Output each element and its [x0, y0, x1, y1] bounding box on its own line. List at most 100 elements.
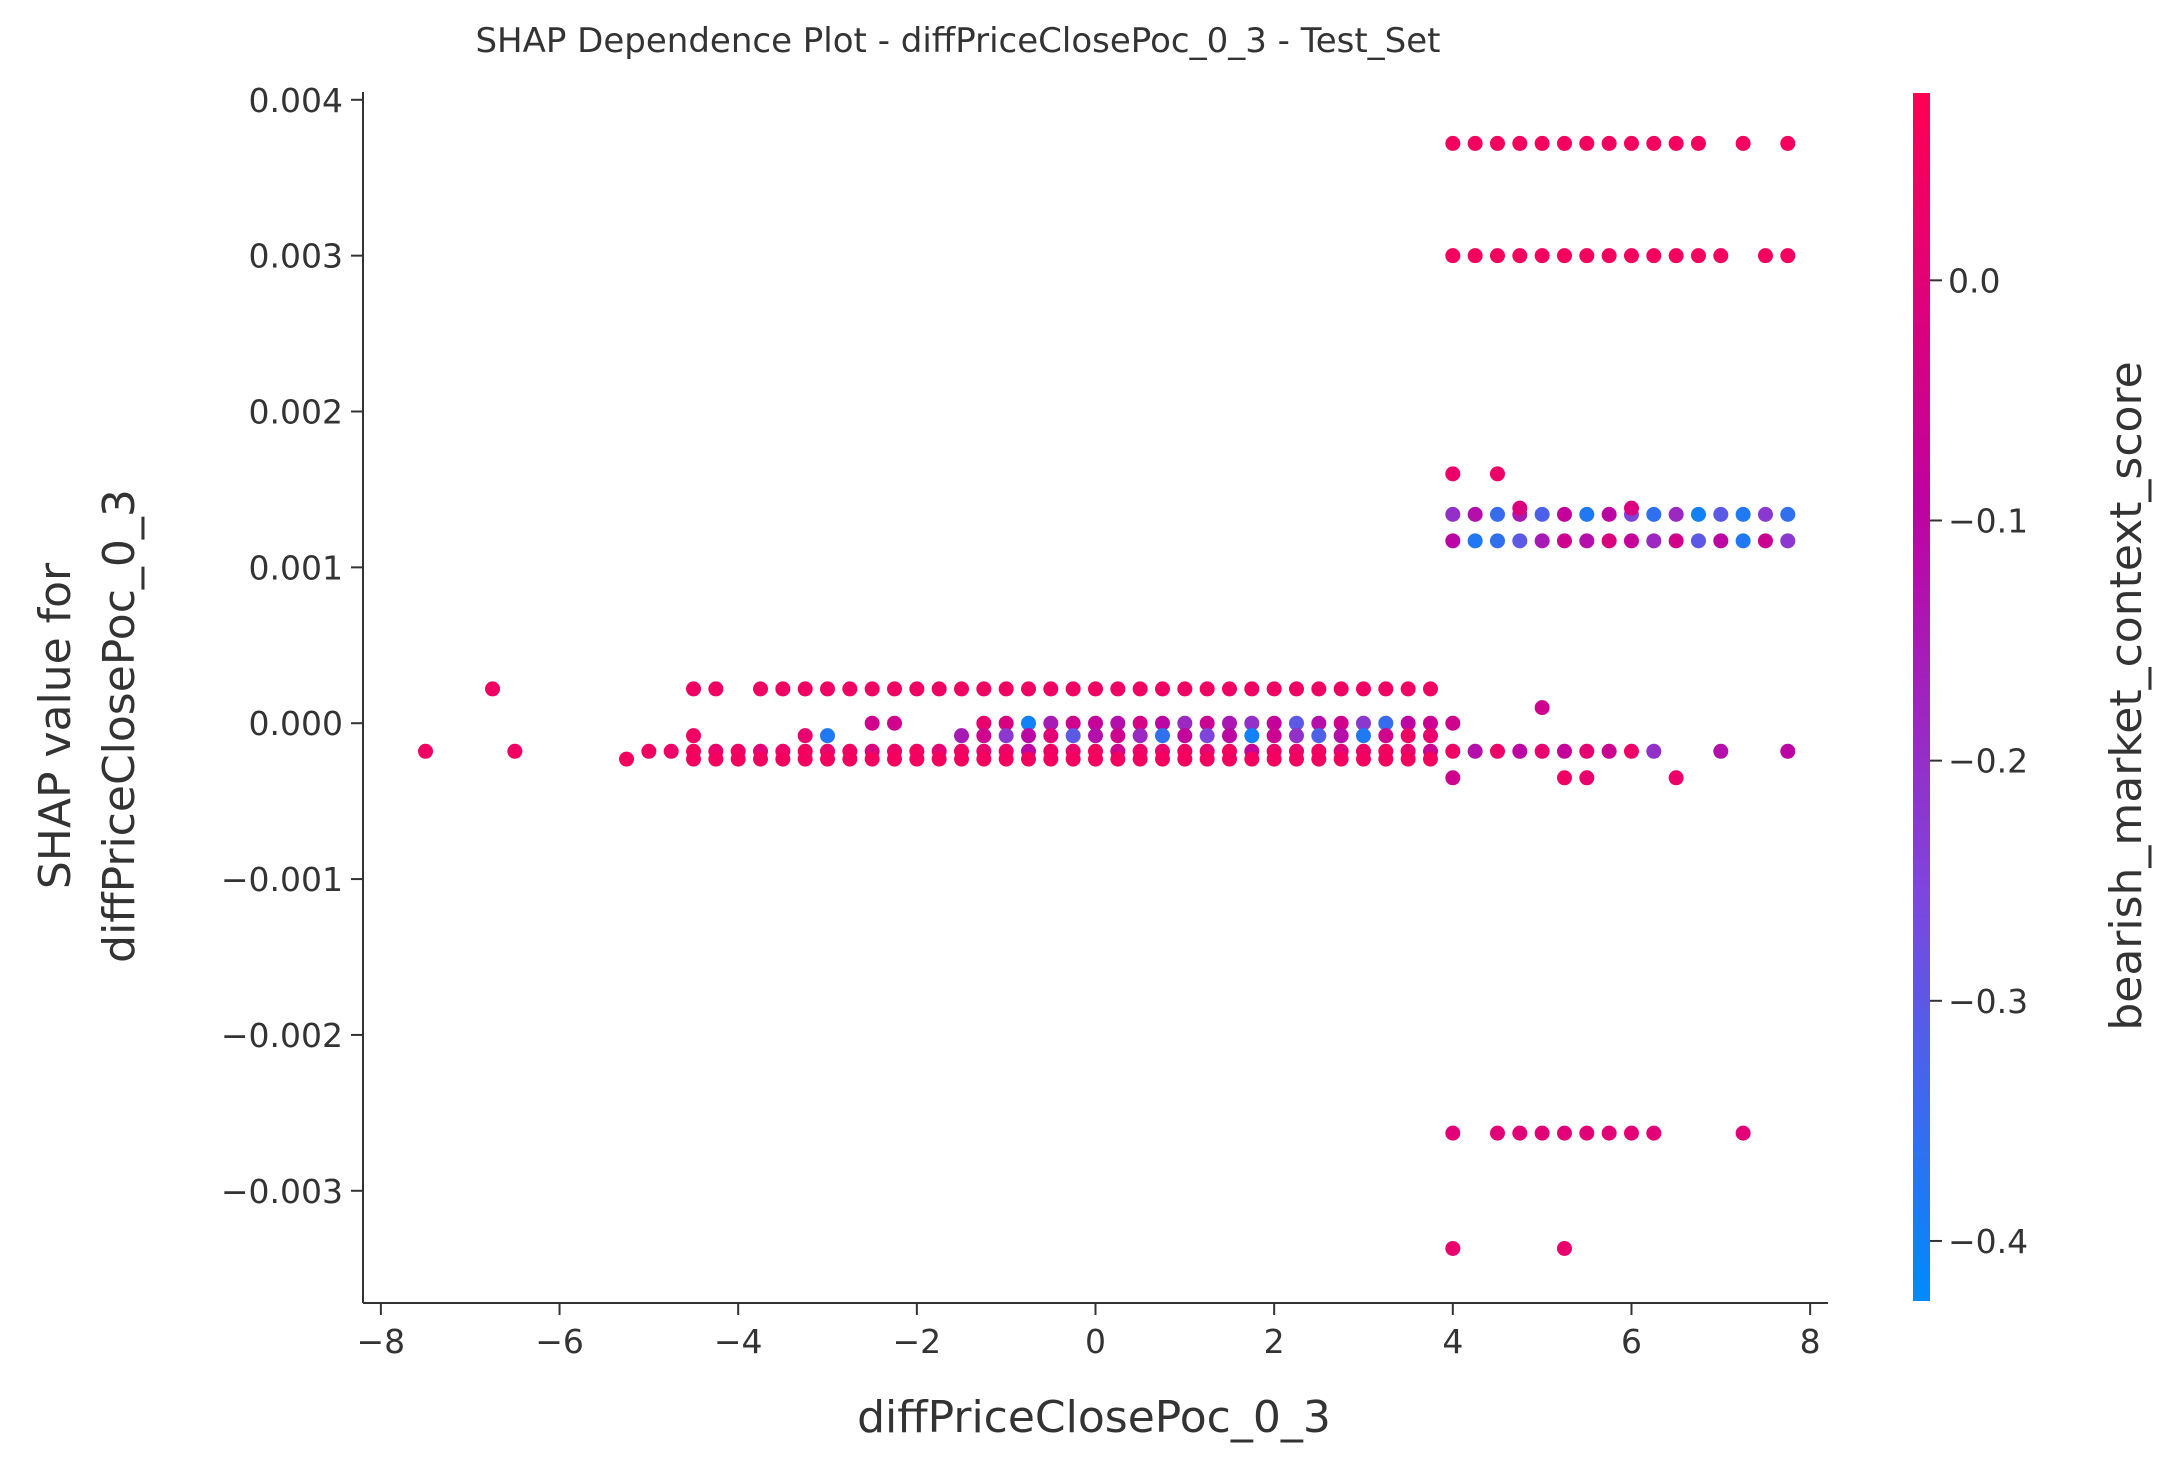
data-point — [1244, 681, 1260, 697]
data-point — [753, 751, 769, 767]
colorbar-gradient — [1913, 93, 1930, 1301]
data-point — [1489, 466, 1505, 482]
data-point — [1065, 728, 1081, 744]
colorbar-tick-label: −0.3 — [1948, 982, 2028, 1021]
data-point — [686, 728, 702, 744]
data-point — [1088, 715, 1103, 731]
data-point — [1199, 681, 1215, 697]
data-point — [1154, 681, 1170, 697]
data-point — [1378, 728, 1394, 744]
data-point — [775, 751, 791, 767]
data-point — [1065, 751, 1081, 767]
data-point — [775, 681, 791, 697]
data-point — [1244, 751, 1260, 767]
x-tick-label: 2 — [1264, 1322, 1285, 1361]
colorbar-tick-label: −0.1 — [1948, 501, 2028, 540]
colorbar-label: bearish_market_context_score — [2101, 361, 2152, 1030]
data-point — [1512, 743, 1528, 759]
data-point — [1713, 506, 1729, 522]
data-point — [909, 681, 925, 697]
data-point — [954, 751, 970, 767]
data-point — [1132, 715, 1148, 731]
data-point — [931, 681, 947, 697]
data-point — [1489, 506, 1505, 522]
data-point — [820, 751, 836, 767]
data-point — [1713, 743, 1729, 759]
data-point — [842, 751, 858, 767]
data-point — [1355, 751, 1371, 767]
data-point — [1512, 135, 1528, 151]
data-point — [1043, 715, 1059, 731]
data-point — [1579, 506, 1595, 522]
x-tick-label: 6 — [1621, 1322, 1642, 1361]
data-point — [1668, 248, 1684, 264]
data-point — [887, 681, 903, 697]
y-tick-label: −0.002 — [221, 1016, 343, 1055]
x-tick-label: −8 — [357, 1322, 406, 1361]
y-ticks: −0.003 −0.002 −0.001 0.000 0.001 0.002 0.003 0.… — [221, 81, 363, 1211]
data-point — [1378, 715, 1394, 731]
data-point — [1110, 681, 1126, 697]
data-point — [1735, 506, 1751, 522]
data-point — [1512, 248, 1528, 264]
data-point — [708, 681, 724, 697]
data-point — [1646, 506, 1662, 522]
data-point — [1400, 715, 1416, 731]
data-point — [1177, 715, 1193, 731]
data-point — [1288, 715, 1304, 731]
x-axis-label: diffPriceClosePoc_0_3 — [857, 1392, 1331, 1443]
data-point — [1489, 135, 1505, 151]
data-point — [1043, 681, 1059, 697]
data-point — [797, 681, 813, 697]
colorbar-tick-label: −0.2 — [1948, 742, 2028, 781]
y-axis-label-line2: diffPriceClosePoc_0_3 — [94, 489, 145, 963]
data-point — [976, 715, 992, 731]
data-point — [1579, 743, 1595, 759]
data-point — [1690, 135, 1706, 151]
data-point — [1623, 1125, 1639, 1141]
data-point — [1713, 533, 1729, 549]
data-point — [1534, 248, 1550, 264]
data-point — [976, 681, 992, 697]
data-point — [1735, 135, 1751, 151]
data-point — [797, 728, 813, 744]
data-point — [1512, 1125, 1528, 1141]
data-point — [1154, 751, 1170, 767]
data-point — [1221, 681, 1237, 697]
data-point — [1556, 770, 1572, 786]
data-point — [1534, 533, 1550, 549]
data-point — [1579, 248, 1595, 264]
data-point — [1690, 533, 1706, 549]
data-point — [1132, 751, 1148, 767]
data-point — [797, 751, 813, 767]
data-point — [1221, 751, 1237, 767]
data-point — [1623, 248, 1639, 264]
data-point — [1601, 1125, 1617, 1141]
data-point — [1199, 728, 1215, 744]
x-tick-label: −2 — [893, 1322, 942, 1361]
data-point — [976, 751, 992, 767]
data-point — [1489, 533, 1505, 549]
data-point — [1780, 506, 1796, 522]
data-point — [1445, 1125, 1461, 1141]
data-point — [1110, 715, 1126, 731]
data-point — [998, 751, 1014, 767]
data-point — [1445, 248, 1461, 264]
data-point — [1266, 728, 1282, 744]
data-point — [1445, 533, 1461, 549]
data-point — [1110, 751, 1126, 767]
data-point — [1445, 466, 1461, 482]
y-axis-label: SHAP value for diffPriceClosePoc_0_3 — [30, 489, 145, 963]
colorbar-ticks: 0.0 −0.1 −0.2 −0.3 −0.4 — [1930, 261, 2028, 1261]
colorbar-tick-label: −0.4 — [1948, 1222, 2028, 1261]
data-point — [1467, 248, 1483, 264]
data-point — [1043, 751, 1059, 767]
y-tick-label: 0.001 — [249, 548, 343, 587]
chart-title: SHAP Dependence Plot - diffPriceClosePoc… — [475, 21, 1440, 61]
data-point — [1646, 743, 1662, 759]
data-point — [1467, 506, 1483, 522]
data-point — [1579, 1125, 1595, 1141]
data-point — [1445, 715, 1461, 731]
data-point — [1021, 751, 1037, 767]
